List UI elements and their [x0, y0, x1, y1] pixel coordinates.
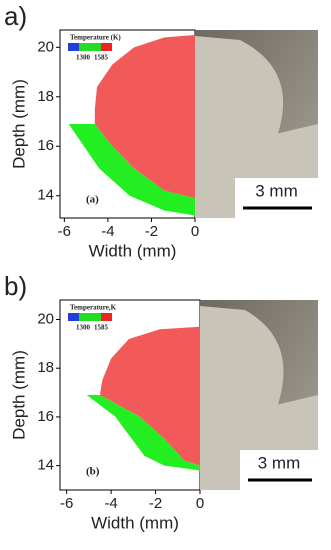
- x-axis-label: Width (mm): [91, 513, 179, 532]
- region: [94, 34, 195, 199]
- y-tick-label: 16: [37, 137, 54, 154]
- x-tick-label: -2: [145, 223, 158, 240]
- scale-label: 3 mm: [258, 453, 301, 472]
- x-tick-label: 0: [191, 223, 199, 240]
- y-axis-label: Depth (mm): [9, 350, 28, 440]
- x-axis-label: Width (mm): [89, 241, 177, 260]
- scale-label: 3 mm: [255, 181, 298, 200]
- region: [68, 124, 195, 216]
- y-tick-label: 18: [37, 359, 54, 376]
- legend-swatch: [90, 313, 101, 321]
- x-tick-label: -4: [101, 223, 114, 240]
- y-tick-label: 20: [37, 310, 54, 327]
- y-tick-label: 20: [37, 38, 54, 55]
- region: [86, 395, 200, 471]
- legend-swatch: [68, 43, 79, 51]
- y-axis-label: Depth (mm): [9, 79, 28, 169]
- x-tick-label: -2: [149, 495, 162, 512]
- legend-tick: 1585: [94, 324, 109, 332]
- x-tick-label: -4: [104, 495, 117, 512]
- y-tick-label: 14: [37, 457, 54, 474]
- y-tick-label: 18: [37, 88, 54, 105]
- legend-title: Temperature (K): [70, 34, 121, 42]
- legend-swatch: [68, 313, 79, 321]
- legend-tick: 1585: [94, 54, 109, 62]
- legend-swatch: [79, 43, 90, 51]
- panel-label: a): [4, 1, 27, 31]
- y-tick-label: 14: [37, 187, 54, 204]
- x-tick-label: -6: [58, 223, 71, 240]
- photo-weld: [195, 36, 318, 218]
- photo-weld: [200, 306, 318, 490]
- scale-box: [240, 450, 318, 490]
- legend-swatch: [90, 43, 101, 51]
- legend-swatch: [79, 313, 90, 321]
- x-tick-label: -6: [60, 495, 73, 512]
- x-tick-label: 0: [196, 495, 204, 512]
- panel-label: b): [4, 271, 27, 301]
- legend-swatch: [101, 313, 112, 321]
- legend-tick: 1300: [76, 54, 91, 62]
- legend-tick: 1300: [76, 324, 91, 332]
- annotation: (b): [86, 466, 100, 478]
- scale-box: [235, 178, 318, 218]
- region: [100, 326, 200, 466]
- legend-swatch: [101, 43, 112, 51]
- y-tick-label: 16: [37, 408, 54, 425]
- annotation: (a): [86, 194, 99, 206]
- legend-title: Temperature,K: [70, 304, 117, 312]
